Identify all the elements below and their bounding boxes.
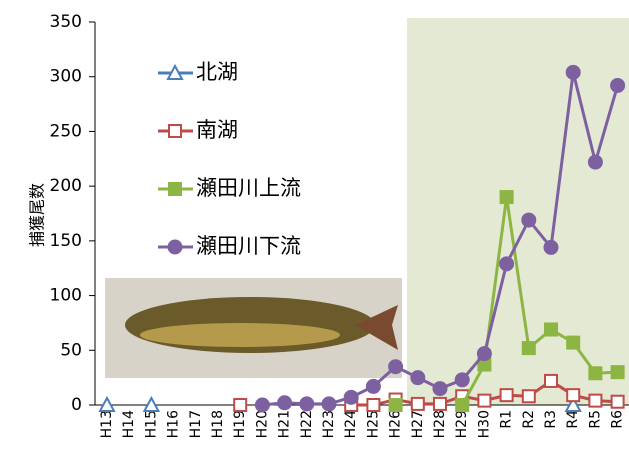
marker (299, 396, 315, 412)
x-tick-label: H23 (321, 410, 337, 438)
marker (521, 212, 537, 228)
marker (277, 395, 293, 411)
marker (166, 63, 184, 80)
fish-tail (355, 305, 398, 350)
marker (343, 389, 359, 405)
marker (455, 398, 470, 412)
x-tick-label: H29 (454, 410, 470, 438)
marker (476, 346, 492, 362)
x-tick-label: H14 (121, 410, 137, 438)
y-tick-label: 350 (50, 12, 82, 32)
x-tick-label: R5 (587, 410, 603, 429)
marker (521, 341, 536, 356)
marker (499, 190, 514, 205)
legend-label: 南湖 (196, 118, 238, 142)
marker (610, 77, 626, 93)
marker (544, 322, 558, 337)
x-tick-label: R1 (499, 410, 515, 429)
legend-item: 瀬田川下流 (158, 234, 301, 258)
marker (454, 372, 470, 388)
marker (388, 359, 404, 375)
legend-label: 瀬田川上流 (196, 176, 301, 200)
y-tick-label: 0 (71, 395, 82, 415)
marker (388, 398, 403, 412)
marker (365, 378, 381, 394)
marker (433, 396, 447, 411)
x-tick-label: H17 (188, 410, 204, 438)
legend-label: 北湖 (196, 60, 238, 84)
x-tick-label: H22 (299, 410, 315, 438)
marker (168, 124, 182, 138)
marker (233, 398, 248, 412)
marker (432, 381, 448, 397)
marker (521, 389, 536, 404)
x-tick-label: H28 (432, 410, 448, 438)
marker (566, 388, 581, 403)
marker (543, 239, 559, 255)
x-tick-label: H20 (254, 410, 270, 438)
marker (254, 397, 270, 413)
marker (410, 370, 426, 386)
marker (610, 365, 625, 380)
x-tick-label: R2 (521, 410, 537, 429)
legend-item: 南湖 (158, 118, 238, 142)
marker (98, 395, 116, 412)
marker (142, 395, 161, 412)
marker (564, 395, 582, 412)
fish-belly (140, 323, 340, 347)
marker (588, 393, 603, 408)
legend-item: 瀬田川上流 (158, 176, 301, 200)
x-tick-label: H25 (365, 410, 381, 438)
photo (105, 278, 402, 378)
x-tick-label: H26 (388, 410, 404, 438)
legend-label: 瀬田川下流 (196, 234, 301, 258)
marker (587, 154, 603, 170)
y-tick-label: 300 (50, 67, 82, 87)
marker (610, 394, 625, 409)
y-tick-label: 150 (50, 231, 82, 251)
marker (588, 366, 603, 381)
marker (167, 239, 183, 255)
x-tick-label: H19 (232, 410, 248, 438)
y-tick-label: 50 (60, 340, 82, 360)
marker (477, 393, 492, 408)
marker (499, 256, 515, 272)
x-tick-label: H27 (410, 410, 426, 438)
legend-item: 北湖 (158, 60, 238, 84)
x-tick-label: R3 (543, 410, 559, 429)
x-tick-label: H15 (143, 410, 159, 438)
x-tick-label: H24 (343, 410, 359, 438)
marker (366, 398, 381, 412)
y-tick-label: 200 (50, 176, 82, 196)
marker (410, 396, 425, 411)
marker (499, 388, 514, 403)
x-tick-label: H18 (210, 410, 226, 438)
marker (544, 373, 558, 388)
y-axis-label: 捕獲尾数 (28, 183, 47, 247)
y-tick-label: 250 (50, 121, 82, 141)
x-tick-label: R6 (610, 410, 626, 429)
y-tick-label: 100 (50, 286, 82, 306)
marker (566, 335, 581, 350)
marker (565, 64, 581, 80)
x-tick-label: H16 (166, 410, 182, 438)
marker (321, 396, 337, 412)
highlight-region (407, 18, 629, 405)
x-tick-label: H21 (277, 410, 293, 438)
x-tick-label: H13 (99, 410, 115, 438)
x-tick-label: R4 (565, 410, 581, 429)
marker (168, 182, 182, 196)
x-tick-label: H30 (476, 410, 492, 438)
